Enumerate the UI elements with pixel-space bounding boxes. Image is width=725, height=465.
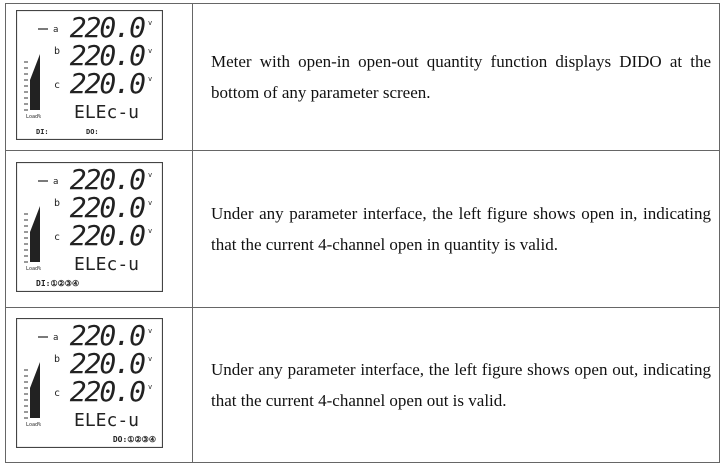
image-cell: a 220.0 v 220.0 v 220.0 v b c Load% ELEc-u DI:①②③④ <box>5 150 193 308</box>
unit: v <box>148 47 152 55</box>
unit: v <box>148 355 152 363</box>
reading: 220.0 <box>70 39 145 72</box>
load-bar <box>30 205 40 262</box>
unit: v <box>148 327 152 335</box>
table: a 220.0 v 220.0 v 220.0 v b c Load% ELEc-u DI: DO: Me… <box>5 3 720 463</box>
phase-label: a <box>53 177 58 187</box>
status: DO:①②③④ <box>113 435 156 444</box>
reading: 220.0 <box>70 319 145 352</box>
status: DI: <box>36 128 49 136</box>
reading: 220.0 <box>70 219 145 252</box>
unit: v <box>148 227 152 235</box>
lcd-frame <box>15 317 164 448</box>
function-label: ELEc-u <box>74 254 139 275</box>
image-cell: a 220.0 v 220.0 v 220.0 v b c Load% ELEc-u DI: DO: <box>5 3 193 151</box>
function-label: ELEc-u <box>74 102 139 123</box>
load-label: Load% <box>26 266 41 272</box>
image-cell: a 220.0 v 220.0 v 220.0 v b c Load% ELEc-u DO:①②③④ <box>5 307 193 463</box>
phase-label: a <box>53 333 58 343</box>
phase-label: c <box>54 232 60 243</box>
unit: v <box>148 199 152 207</box>
description: Under any parameter interface, the left … <box>192 307 720 463</box>
reading: 220.0 <box>70 375 145 408</box>
reading: 220.0 <box>70 163 145 196</box>
phase-label: b <box>54 46 60 57</box>
load-label: Load% <box>26 422 41 428</box>
phase-label: b <box>54 354 60 365</box>
phase-label: c <box>54 80 60 91</box>
status: DO: <box>86 128 99 136</box>
table-body: a 220.0 v 220.0 v 220.0 v b c Load% ELEc-u DI: DO: Me… <box>5 3 720 463</box>
unit: v <box>148 171 152 179</box>
unit: v <box>148 75 152 83</box>
load-bar <box>30 53 40 110</box>
unit: v <box>148 19 152 27</box>
load-bar <box>30 361 40 418</box>
phase-label: b <box>54 198 60 209</box>
table-row: a 220.0 v 220.0 v 220.0 v b c Load% ELEc-u DI:①②③④ U… <box>5 150 720 308</box>
status: DI:①②③④ <box>36 279 79 288</box>
function-label: ELEc-u <box>74 410 139 431</box>
reading: 220.0 <box>70 11 145 44</box>
phase-label: c <box>54 388 60 399</box>
description: Under any parameter interface, the left … <box>192 150 720 308</box>
lcd-frame <box>15 161 164 292</box>
description: Meter with open-in open-out quantity fun… <box>192 3 720 151</box>
table-row: a 220.0 v 220.0 v 220.0 v b c Load% ELEc-u DI: DO: Me… <box>5 3 720 151</box>
unit: v <box>148 383 152 391</box>
table-row: a 220.0 v 220.0 v 220.0 v b c Load% ELEc-u DO:①②③④ U… <box>5 307 720 463</box>
reading: 220.0 <box>70 347 145 380</box>
reading: 220.0 <box>70 191 145 224</box>
load-label: Load% <box>26 114 41 120</box>
phase-label: a <box>53 25 58 35</box>
lcd-frame <box>15 9 164 140</box>
reading: 220.0 <box>70 67 145 100</box>
